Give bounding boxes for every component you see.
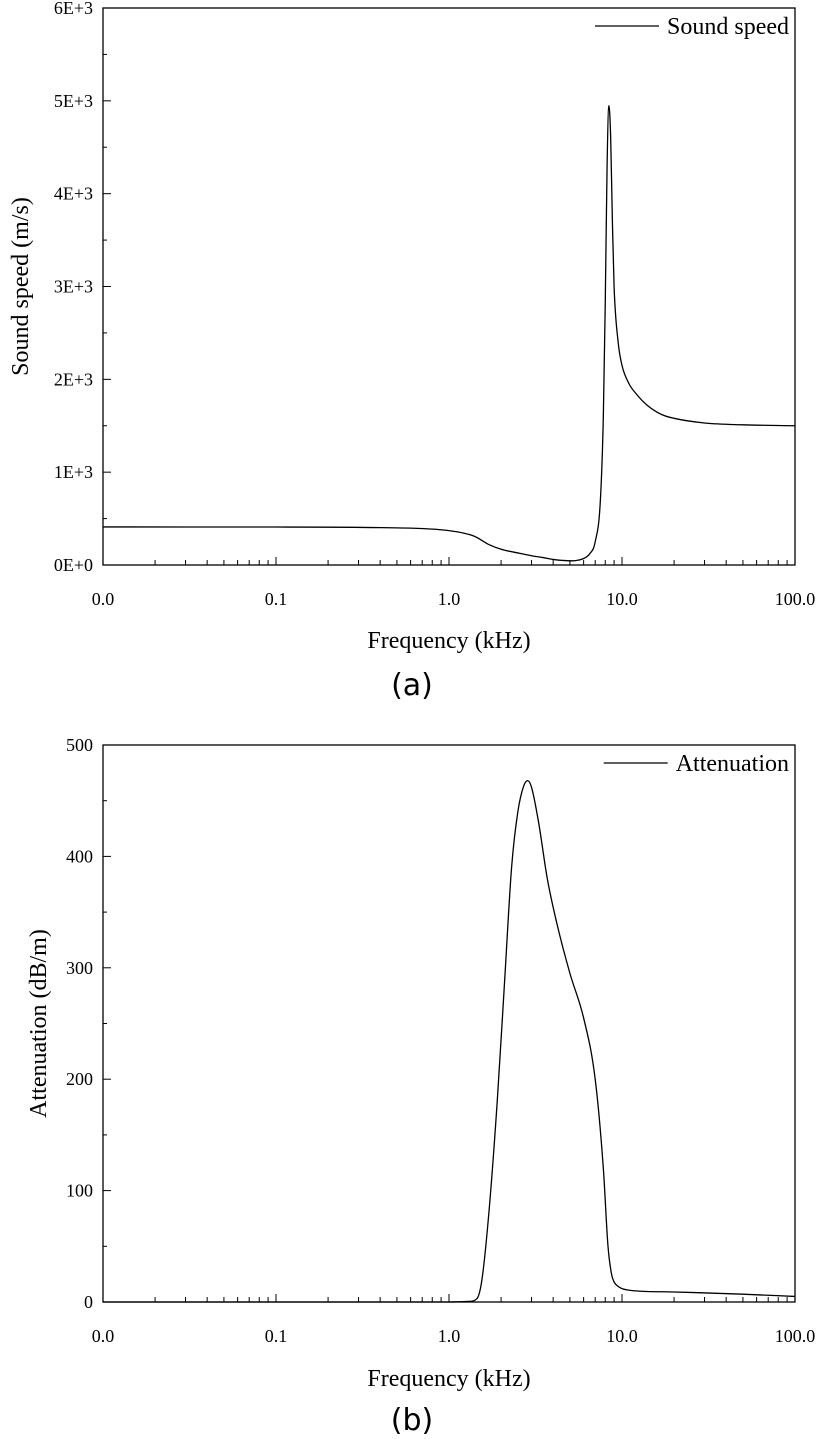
plot-frame (102, 7, 796, 566)
x-axis-title: Frequency (kHz) (367, 628, 530, 654)
x-tick-label: 1.0 (438, 589, 461, 609)
y-tick-label: 6E+3 (54, 0, 93, 18)
y-axis-title: Sound speed (m/s) (8, 197, 34, 376)
chart-panel-b (102, 744, 796, 1303)
panel-label: (a) (391, 668, 433, 703)
x-tick-label: 0.1 (265, 1326, 288, 1346)
y-tick-label: 3E+3 (54, 277, 93, 297)
y-tick-label: 400 (66, 846, 93, 866)
y-tick-label: 4E+3 (54, 184, 93, 204)
x-tick-label: 0.0 (92, 1326, 115, 1346)
x-tick-label: 10.0 (606, 1326, 638, 1346)
y-tick-label: 300 (66, 958, 93, 978)
y-tick-label: 1E+3 (54, 462, 93, 482)
y-axis-title: Attenuation (dB/m) (26, 929, 52, 1118)
x-tick-label: 10.0 (606, 589, 638, 609)
legend-label: Sound speed (667, 14, 789, 40)
x-tick-label: 1.0 (438, 1326, 461, 1346)
x-tick-label: 100.0 (775, 589, 816, 609)
panel-label: (b) (391, 1403, 433, 1438)
y-tick-label: 100 (66, 1181, 93, 1201)
x-tick-label: 0.0 (92, 589, 115, 609)
y-tick-label: 0E+0 (54, 555, 93, 575)
chart-panel-a (102, 7, 796, 566)
y-tick-label: 500 (66, 735, 93, 755)
legend-label: Attenuation (676, 751, 789, 777)
series-line-attenuation (102, 779, 796, 1303)
y-tick-label: 2E+3 (54, 369, 93, 389)
y-tick-label: 0 (84, 1292, 93, 1312)
x-tick-label: 100.0 (775, 1326, 816, 1346)
series-line-sound-speed (102, 104, 796, 562)
x-tick-label: 0.1 (265, 589, 288, 609)
x-axis-title: Frequency (kHz) (367, 1366, 530, 1392)
y-tick-label: 5E+3 (54, 91, 93, 111)
plot-frame (102, 744, 796, 1303)
y-tick-label: 200 (66, 1069, 93, 1089)
